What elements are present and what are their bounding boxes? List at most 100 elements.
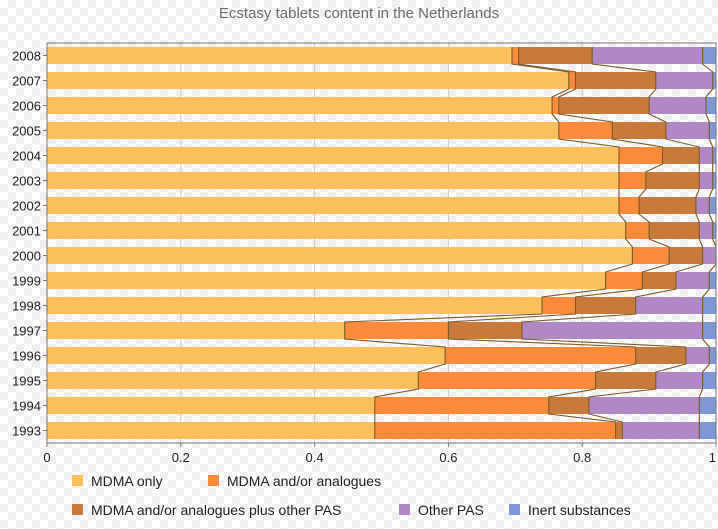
bar-segment xyxy=(344,322,449,339)
y-tick-label: 1998 xyxy=(12,299,41,314)
bar-segment xyxy=(669,247,703,264)
y-tick-label: 1995 xyxy=(12,374,41,389)
bar-segment xyxy=(521,322,703,339)
bar-segment xyxy=(518,47,593,64)
series-boundary-line xyxy=(344,47,633,439)
bar-segment xyxy=(615,422,623,439)
bar-segment xyxy=(702,47,716,64)
series-boundary-line xyxy=(521,47,704,439)
x-tick-label: 0 xyxy=(43,450,50,465)
bar-segment xyxy=(702,372,716,389)
bar-segment xyxy=(618,147,663,164)
bar-segment xyxy=(699,422,716,439)
legend-swatch xyxy=(72,475,83,486)
legend-swatch xyxy=(399,504,410,515)
bar-segment xyxy=(649,97,706,114)
x-tick-label: 0.2 xyxy=(172,450,190,465)
bar-segment xyxy=(47,222,626,239)
bar-segment xyxy=(47,122,559,139)
legend-label: Other PAS xyxy=(418,502,484,518)
x-tick-label: 0.4 xyxy=(306,450,324,465)
legend-swatch xyxy=(72,504,83,515)
legend-item: Inert substances xyxy=(509,502,631,518)
bar-segment xyxy=(622,422,700,439)
chart-title: Ecstasy tablets content in the Netherlan… xyxy=(219,5,499,22)
y-tick-label: 2003 xyxy=(12,174,41,189)
bar-segment xyxy=(612,122,666,139)
bar-segment xyxy=(695,197,710,214)
bar-segment xyxy=(448,322,522,339)
bar-segment xyxy=(558,97,650,114)
y-tick-label: 1993 xyxy=(12,424,41,439)
bar-segment xyxy=(47,147,619,164)
y-tick-label: 1999 xyxy=(12,274,41,289)
x-tick-label: 1 xyxy=(709,450,716,465)
bar-segment xyxy=(699,172,713,189)
bar-segment xyxy=(645,172,700,189)
bar-segment xyxy=(592,47,703,64)
bar-segment xyxy=(712,72,716,89)
bar-segment xyxy=(625,222,650,239)
bar-segment xyxy=(649,222,700,239)
bar-segment xyxy=(709,122,716,139)
bar-segment xyxy=(709,347,716,364)
y-tick-label: 2007 xyxy=(12,74,41,89)
bar-segment xyxy=(595,372,656,389)
bar-segment xyxy=(709,272,716,289)
bar-segment xyxy=(618,197,640,214)
series-boundary-line xyxy=(698,47,717,439)
bar-segment xyxy=(47,172,619,189)
bar-segment xyxy=(702,247,716,264)
series-boundary-line xyxy=(447,47,670,439)
x-tick-label: 0.8 xyxy=(573,450,591,465)
legend-swatch xyxy=(208,475,219,486)
y-tick-label: 2005 xyxy=(12,124,41,139)
bar-segment xyxy=(709,197,716,214)
bar-segment xyxy=(642,272,676,289)
y-tick-label: 2006 xyxy=(12,99,41,114)
bar-segment xyxy=(511,47,519,64)
bar-segment xyxy=(699,397,716,414)
legend-label: MDMA only xyxy=(91,473,163,489)
bar-segment xyxy=(655,372,703,389)
bar-segment xyxy=(575,297,636,314)
bar-segment xyxy=(47,397,375,414)
bar-segment xyxy=(552,97,559,114)
bar-segment xyxy=(47,197,619,214)
y-tick-label: 2004 xyxy=(12,149,41,164)
plot-frame xyxy=(46,42,717,444)
bar-segment xyxy=(418,372,596,389)
bar-segment xyxy=(675,272,710,289)
bar-segment xyxy=(374,422,616,439)
bar-segment xyxy=(47,347,446,364)
bar-segment xyxy=(47,372,419,389)
bar-segment xyxy=(558,122,613,139)
bar-segment xyxy=(47,422,375,439)
y-tick-label: 2008 xyxy=(12,49,41,64)
bar-segment xyxy=(445,347,636,364)
bar-segment xyxy=(588,397,700,414)
bar-segment xyxy=(702,297,716,314)
bar-segment xyxy=(47,272,606,289)
bar-segment xyxy=(712,222,716,239)
bar-segment xyxy=(635,297,703,314)
bar-segment xyxy=(568,72,576,89)
bar-segment xyxy=(47,97,553,114)
bar-segment xyxy=(699,147,713,164)
y-tick-label: 2001 xyxy=(12,224,41,239)
bar-segment xyxy=(47,247,633,264)
bar-segment xyxy=(548,397,589,414)
y-tick-label: 2002 xyxy=(12,199,41,214)
bar-segment xyxy=(47,72,569,89)
legend-label: Inert substances xyxy=(528,502,631,518)
bar-segment xyxy=(685,347,710,364)
bar-segment xyxy=(702,322,716,339)
legend-label: MDMA and/or analogues plus other PAS xyxy=(91,502,341,518)
bar-segment xyxy=(699,222,713,239)
bar-segment xyxy=(665,122,710,139)
bar-segment xyxy=(712,172,716,189)
legend-item: Other PAS xyxy=(399,502,484,518)
bar-segment xyxy=(605,272,643,289)
